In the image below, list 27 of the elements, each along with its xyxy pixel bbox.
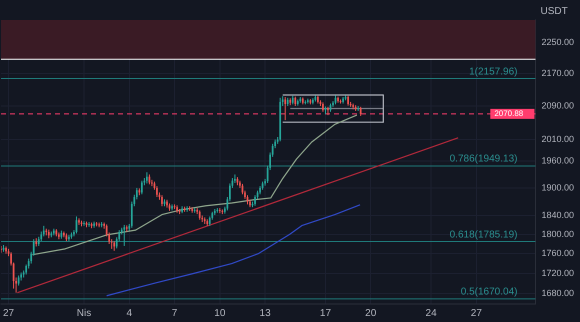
x-tick-label: Nis (76, 308, 92, 319)
y-axis-title: USDT (540, 6, 568, 17)
y-tick-label: 1680.00 (541, 288, 574, 298)
y-tick-label: 2010.00 (541, 134, 574, 144)
y-tick-label: 1760.00 (541, 248, 574, 258)
y-tick-label: 1840.00 (541, 210, 574, 220)
x-tick-label: 27 (470, 308, 482, 319)
ref-line-label: 0.618(1785.19) (450, 229, 518, 240)
y-tick-label: 2170.00 (541, 68, 574, 78)
x-tick-label: 24 (426, 308, 438, 319)
x-tick-label: 7 (172, 308, 178, 319)
ref-line-label: 1(2157.96) (469, 66, 518, 78)
x-tick-label: 20 (365, 308, 377, 319)
ref-line-label: 0.5(1670.04) (460, 286, 518, 298)
y-tick-label: 1960.00 (541, 156, 574, 166)
y-tick-label: 1800.00 (541, 228, 574, 239)
x-tick-label: 13 (260, 308, 272, 319)
x-tick-label: 17 (320, 308, 332, 319)
y-tick-label: 2250.00 (541, 37, 574, 48)
ref-line-label: 0.786(1949.13) (450, 154, 518, 165)
y-tick-label: 1720.00 (541, 268, 574, 278)
y-tick-label: 1900.00 (541, 182, 574, 192)
x-tick-label: 10 (214, 308, 226, 319)
ref-line-label: 2070.88 (494, 109, 524, 118)
y-tick-label: 2090.00 (541, 100, 574, 111)
x-tick-label: 27 (3, 308, 15, 319)
x-tick-label: 4 (126, 308, 133, 319)
